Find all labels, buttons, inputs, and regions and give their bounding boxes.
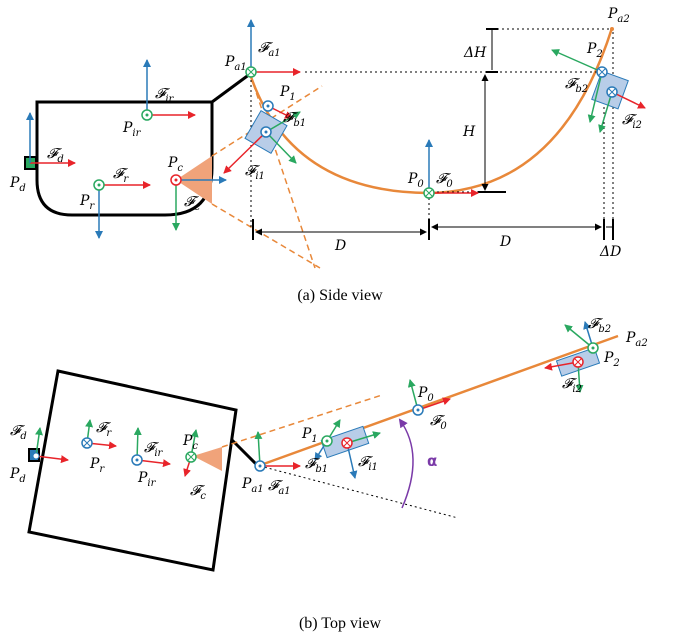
label-d-left: D xyxy=(334,238,346,254)
label-pa1-side: Pa1 xyxy=(224,54,247,73)
alpha-angle-arc xyxy=(398,418,414,509)
frame-pr-side xyxy=(93,179,151,239)
label-pd-top: Pd xyxy=(9,466,26,485)
label-pr-top: Pr xyxy=(89,456,105,475)
frame-b2-top xyxy=(544,356,584,393)
frame-p2-top xyxy=(564,321,599,354)
reference-line-top xyxy=(259,465,459,519)
frame-pir-side xyxy=(141,59,196,121)
vehicle-body-top xyxy=(27,369,238,572)
frame-p2-side xyxy=(551,49,608,123)
frame-pc-side xyxy=(170,174,227,231)
label-pa1-top: Pa1 xyxy=(241,476,264,495)
tether-cable-top xyxy=(257,334,619,468)
frame-p0-side xyxy=(423,139,479,199)
label-fr-side: 𝓕r xyxy=(113,166,129,185)
label-pir-top: Pir xyxy=(137,470,157,489)
label-fd-top: 𝓕d xyxy=(10,423,27,442)
label-fi1-top: 𝓕i1 xyxy=(358,454,378,473)
label-fir-top: 𝓕ir xyxy=(144,440,164,459)
dimension-dH xyxy=(486,28,498,73)
label-fb2-top: 𝓕b2 xyxy=(588,316,611,335)
dimension-dD xyxy=(606,219,614,240)
label-fd-side: 𝓕d xyxy=(47,146,64,165)
label-pa2-top: Pa2 xyxy=(625,330,648,349)
label-fa1-top: 𝓕a1 xyxy=(268,478,291,497)
frame-pc-top xyxy=(183,429,199,477)
frame-pd-side xyxy=(26,112,76,167)
camera-fov-cone-top xyxy=(193,447,222,471)
label-fi2-side: 𝓕i2 xyxy=(622,112,642,131)
label-f0-side: 𝓕0 xyxy=(436,171,453,190)
label-dh: ΔH xyxy=(463,45,487,61)
frame-pa1-side xyxy=(245,19,301,78)
frame-p1-top xyxy=(314,419,341,461)
label-fb2-side: 𝓕b2 xyxy=(565,76,588,95)
frame-p1-side xyxy=(262,100,293,119)
label-p0-top: P0 xyxy=(417,385,434,404)
frame-b1-top xyxy=(341,431,381,479)
frame-b1-side xyxy=(223,111,301,174)
label-pc-side: Pc xyxy=(167,155,183,174)
label-fi1-side: 𝓕i1 xyxy=(245,163,265,182)
label-p0-side: P0 xyxy=(407,171,424,190)
dimension-D-left xyxy=(252,219,430,240)
label-pir-side: Pir xyxy=(122,120,142,139)
dimension-H xyxy=(478,74,506,193)
top-view: Pa1 𝓕a1 Pa2 𝓕b2 P2 𝓕i2 P0 𝓕0 P1 𝓕b1 𝓕i1 … xyxy=(9,316,648,632)
label-p1-top: P1 xyxy=(301,426,318,445)
boom-top xyxy=(230,438,260,468)
frame-p0-top xyxy=(407,379,451,416)
label-pa2-side: Pa2 xyxy=(607,6,630,25)
label-d-right: D xyxy=(499,234,511,250)
label-p2-side: P2 xyxy=(586,41,603,60)
label-dd: ΔD xyxy=(599,244,621,260)
frame-pa2-side xyxy=(610,27,614,31)
label-fr-top: 𝓕r xyxy=(96,420,112,439)
label-alpha: α xyxy=(427,452,437,470)
label-fc-top: 𝓕c xyxy=(190,483,206,502)
frame-pd-top xyxy=(32,427,69,464)
label-p1-side: P1 xyxy=(279,84,296,103)
side-view: Pa1 𝓕a1 Pa2 P1 𝓕b1 𝓕i1 P2 𝓕b2 𝓕i2 P0 𝓕0 … xyxy=(9,6,646,304)
caption-side-view: (a) Side view xyxy=(297,287,383,304)
camera-fov-line-down xyxy=(249,73,316,269)
frame-pr-top xyxy=(81,419,117,450)
label-f0-top: 𝓕0 xyxy=(430,413,447,432)
label-pr-side: Pr xyxy=(79,193,95,212)
label-pd-side: Pd xyxy=(9,175,26,194)
camera-fov-line-lower xyxy=(211,203,321,269)
frame-pir-top xyxy=(131,427,171,468)
frame-pa1-top xyxy=(254,431,301,472)
caption-top-view: (b) Top view xyxy=(299,615,382,632)
boom-side xyxy=(211,72,251,104)
label-p2-top: P2 xyxy=(603,350,620,369)
dimension-D-right xyxy=(431,219,605,240)
label-h: H xyxy=(462,124,476,140)
label-fa1-side: 𝓕a1 xyxy=(258,40,281,59)
frame-b2-side xyxy=(598,86,646,133)
label-pc-top: Pc xyxy=(182,433,198,452)
camera-fov-line-top xyxy=(221,394,383,448)
